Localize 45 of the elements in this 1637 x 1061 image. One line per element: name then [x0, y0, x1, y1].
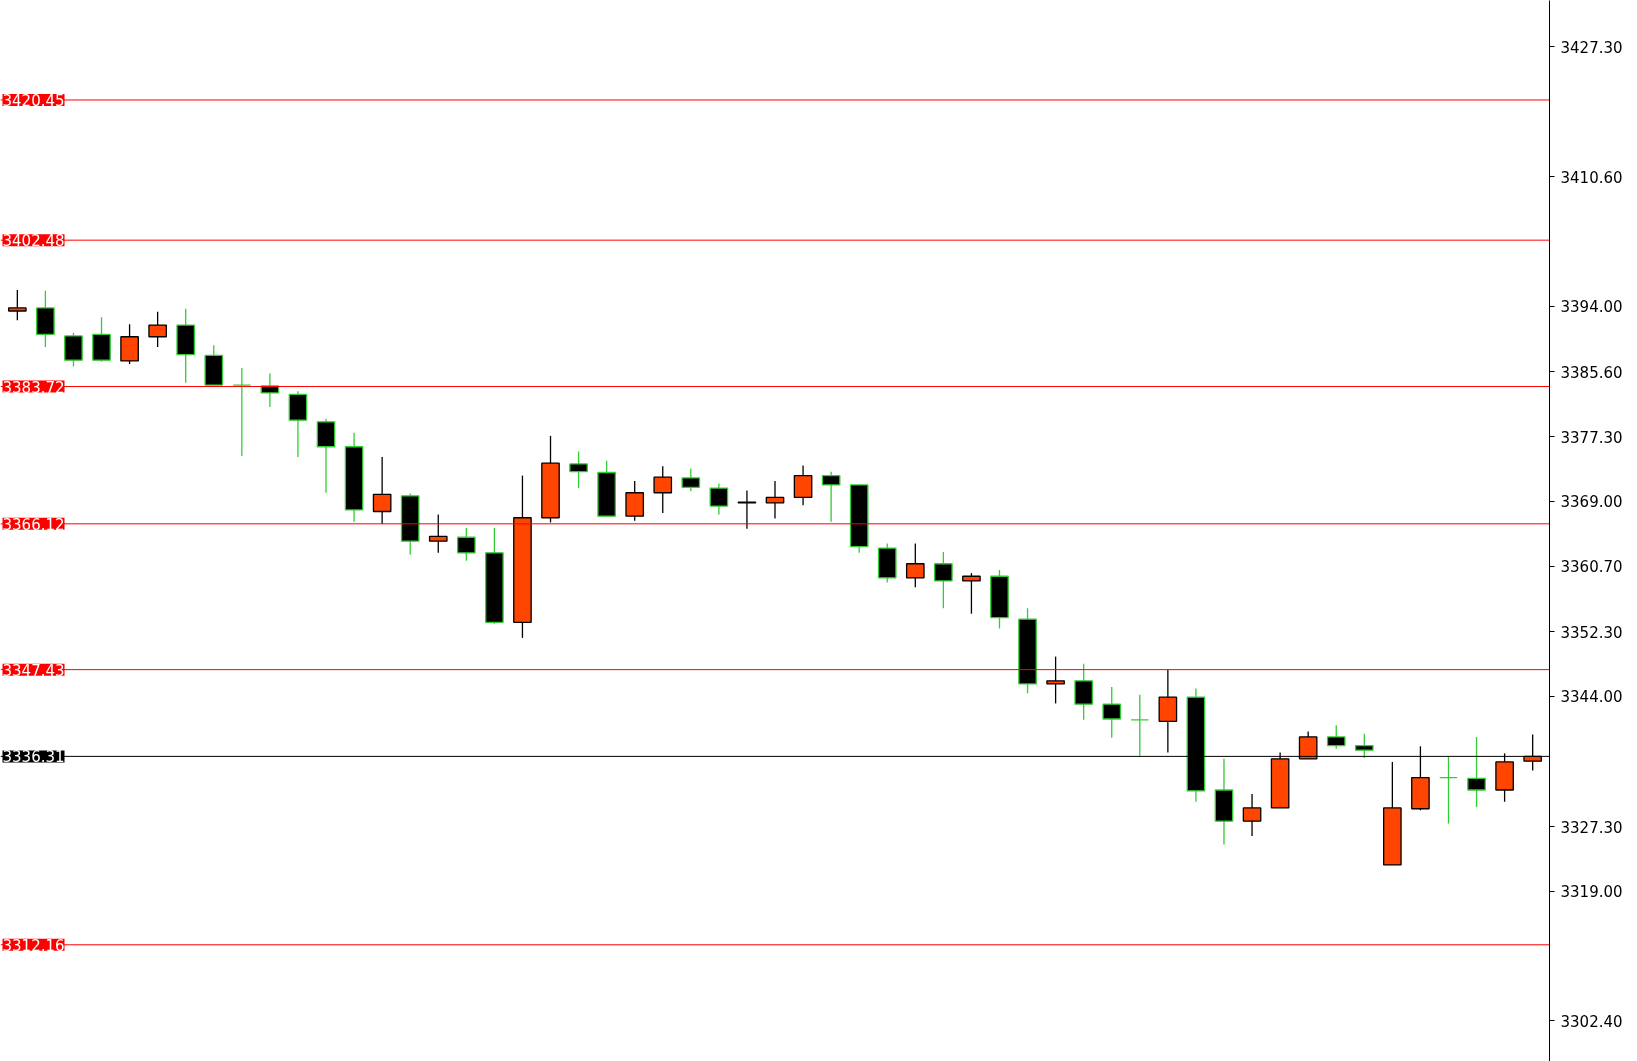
y-tick-label: 3369.00 [1560, 493, 1623, 512]
ref-line-label: 3366.12 [2, 515, 65, 534]
y-tick-label: 3302.40 [1560, 1012, 1623, 1031]
y-tick-label: 3352.30 [1560, 623, 1623, 642]
y-tick-label: 3410.60 [1560, 168, 1623, 187]
candlestick [765, 480, 785, 520]
candlestick [569, 450, 588, 489]
candlestick [625, 480, 645, 522]
ref-line-label: 3336.31 [2, 748, 65, 767]
candlestick [905, 542, 925, 588]
candlestick [821, 471, 841, 523]
y-tick-label: 3344.00 [1560, 688, 1623, 707]
candlestick [1046, 655, 1065, 705]
y-tick-label: 3427.30 [1560, 38, 1623, 57]
ref-line-label: 3420.45 [2, 91, 65, 110]
ref-line-label: 3347.43 [2, 661, 65, 680]
candlestick [456, 527, 476, 562]
candlestick [709, 482, 729, 516]
candlestick [7, 289, 27, 322]
candlestick [737, 489, 757, 530]
candlestick [1242, 793, 1262, 837]
ref-line-label: 3402.48 [2, 232, 65, 251]
y-tick-label: 3377.30 [1560, 428, 1623, 447]
y-tick-label: 3360.70 [1560, 558, 1623, 577]
candlestick [1130, 694, 1150, 757]
y-tick-label: 3319.00 [1560, 883, 1623, 902]
candlestick [372, 456, 392, 525]
candlestick [1102, 686, 1122, 739]
ref-line-label: 3312.16 [2, 936, 65, 955]
candlestick [260, 372, 280, 408]
candlestick [793, 464, 813, 506]
candlestick [428, 513, 448, 554]
ref-line-label: 3383.72 [2, 378, 65, 397]
candlestick [653, 465, 673, 514]
candlestick [681, 467, 701, 492]
candlestick [1439, 755, 1458, 825]
y-tick-label: 3327.30 [1560, 818, 1623, 837]
candlestick [232, 367, 252, 457]
candlestick [1326, 724, 1346, 750]
y-tick-label: 3394.00 [1560, 298, 1623, 317]
candlestick [1074, 662, 1094, 721]
candlestick [934, 551, 953, 609]
candlestick [148, 311, 167, 348]
candlestick [962, 572, 981, 615]
y-tick-label: 3385.60 [1560, 363, 1623, 382]
